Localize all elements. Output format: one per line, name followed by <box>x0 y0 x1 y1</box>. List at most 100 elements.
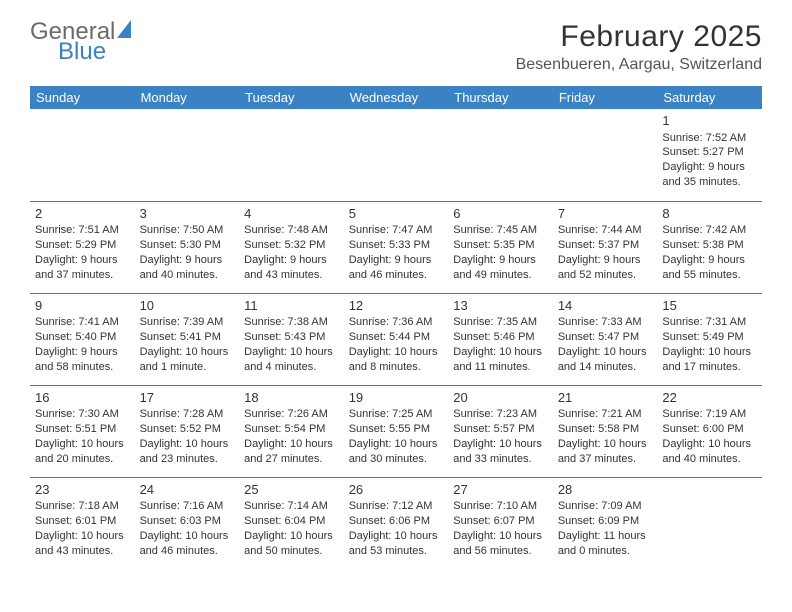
sunset-text: Sunset: 5:38 PM <box>662 238 757 253</box>
sunrise-text: Sunrise: 7:44 AM <box>558 223 653 238</box>
calendar-day-cell: 5Sunrise: 7:47 AMSunset: 5:33 PMDaylight… <box>344 201 449 293</box>
daylight-text-1: Daylight: 9 hours <box>349 253 444 268</box>
sunrise-text: Sunrise: 7:52 AM <box>662 131 757 146</box>
daylight-text-1: Daylight: 10 hours <box>349 345 444 360</box>
calendar-day-cell: 20Sunrise: 7:23 AMSunset: 5:57 PMDayligh… <box>448 385 553 477</box>
day-number: 9 <box>35 297 130 315</box>
logo: General Blue <box>30 20 131 64</box>
sunset-text: Sunset: 5:55 PM <box>349 422 444 437</box>
calendar-table: Sunday Monday Tuesday Wednesday Thursday… <box>30 86 762 569</box>
daylight-text-2: and 30 minutes. <box>349 452 444 467</box>
daylight-text-2: and 17 minutes. <box>662 360 757 375</box>
daylight-text-1: Daylight: 9 hours <box>35 345 130 360</box>
day-header: Wednesday <box>344 86 449 109</box>
calendar-day-cell: 16Sunrise: 7:30 AMSunset: 5:51 PMDayligh… <box>30 385 135 477</box>
day-header-row: Sunday Monday Tuesday Wednesday Thursday… <box>30 86 762 109</box>
day-number: 7 <box>558 205 653 223</box>
sunset-text: Sunset: 6:03 PM <box>140 514 235 529</box>
sunrise-text: Sunrise: 7:18 AM <box>35 499 130 514</box>
calendar-day-cell: 2Sunrise: 7:51 AMSunset: 5:29 PMDaylight… <box>30 201 135 293</box>
day-number: 24 <box>140 481 235 499</box>
sunrise-text: Sunrise: 7:45 AM <box>453 223 548 238</box>
day-header: Friday <box>553 86 658 109</box>
sunset-text: Sunset: 5:35 PM <box>453 238 548 253</box>
daylight-text-1: Daylight: 9 hours <box>35 253 130 268</box>
day-header: Tuesday <box>239 86 344 109</box>
day-number: 17 <box>140 389 235 407</box>
sunset-text: Sunset: 5:37 PM <box>558 238 653 253</box>
logo-blue: Blue <box>58 40 131 64</box>
sunset-text: Sunset: 6:09 PM <box>558 514 653 529</box>
calendar-week-row: 16Sunrise: 7:30 AMSunset: 5:51 PMDayligh… <box>30 385 762 477</box>
sunrise-text: Sunrise: 7:19 AM <box>662 407 757 422</box>
sunrise-text: Sunrise: 7:14 AM <box>244 499 339 514</box>
sunset-text: Sunset: 5:44 PM <box>349 330 444 345</box>
daylight-text-1: Daylight: 9 hours <box>662 160 757 175</box>
daylight-text-1: Daylight: 9 hours <box>662 253 757 268</box>
calendar-day-cell: 19Sunrise: 7:25 AMSunset: 5:55 PMDayligh… <box>344 385 449 477</box>
daylight-text-2: and 14 minutes. <box>558 360 653 375</box>
calendar-day-cell: 22Sunrise: 7:19 AMSunset: 6:00 PMDayligh… <box>657 385 762 477</box>
daylight-text-2: and 43 minutes. <box>35 544 130 559</box>
sunrise-text: Sunrise: 7:33 AM <box>558 315 653 330</box>
daylight-text-2: and 4 minutes. <box>244 360 339 375</box>
calendar-day-cell: 24Sunrise: 7:16 AMSunset: 6:03 PMDayligh… <box>135 477 240 569</box>
day-number: 20 <box>453 389 548 407</box>
daylight-text-2: and 0 minutes. <box>558 544 653 559</box>
daylight-text-1: Daylight: 9 hours <box>244 253 339 268</box>
sunset-text: Sunset: 5:58 PM <box>558 422 653 437</box>
sunrise-text: Sunrise: 7:30 AM <box>35 407 130 422</box>
daylight-text-2: and 52 minutes. <box>558 268 653 283</box>
calendar-day-cell <box>30 109 135 201</box>
calendar-day-cell: 12Sunrise: 7:36 AMSunset: 5:44 PMDayligh… <box>344 293 449 385</box>
daylight-text-1: Daylight: 10 hours <box>349 529 444 544</box>
daylight-text-2: and 46 minutes. <box>349 268 444 283</box>
sunrise-text: Sunrise: 7:38 AM <box>244 315 339 330</box>
daylight-text-2: and 1 minute. <box>140 360 235 375</box>
calendar-day-cell: 8Sunrise: 7:42 AMSunset: 5:38 PMDaylight… <box>657 201 762 293</box>
calendar-day-cell: 15Sunrise: 7:31 AMSunset: 5:49 PMDayligh… <box>657 293 762 385</box>
day-number: 12 <box>349 297 444 315</box>
day-number: 11 <box>244 297 339 315</box>
day-number: 27 <box>453 481 548 499</box>
sunset-text: Sunset: 5:46 PM <box>453 330 548 345</box>
calendar-day-cell: 18Sunrise: 7:26 AMSunset: 5:54 PMDayligh… <box>239 385 344 477</box>
calendar-day-cell: 9Sunrise: 7:41 AMSunset: 5:40 PMDaylight… <box>30 293 135 385</box>
daylight-text-1: Daylight: 10 hours <box>453 529 548 544</box>
daylight-text-2: and 53 minutes. <box>349 544 444 559</box>
sunset-text: Sunset: 5:32 PM <box>244 238 339 253</box>
day-number: 13 <box>453 297 548 315</box>
day-header: Saturday <box>657 86 762 109</box>
sunset-text: Sunset: 5:43 PM <box>244 330 339 345</box>
sunrise-text: Sunrise: 7:36 AM <box>349 315 444 330</box>
day-number: 23 <box>35 481 130 499</box>
calendar-day-cell: 7Sunrise: 7:44 AMSunset: 5:37 PMDaylight… <box>553 201 658 293</box>
day-number: 18 <box>244 389 339 407</box>
daylight-text-1: Daylight: 9 hours <box>140 253 235 268</box>
calendar-day-cell: 23Sunrise: 7:18 AMSunset: 6:01 PMDayligh… <box>30 477 135 569</box>
sunrise-text: Sunrise: 7:47 AM <box>349 223 444 238</box>
calendar-week-row: 9Sunrise: 7:41 AMSunset: 5:40 PMDaylight… <box>30 293 762 385</box>
sunset-text: Sunset: 6:04 PM <box>244 514 339 529</box>
sunset-text: Sunset: 5:47 PM <box>558 330 653 345</box>
sunset-text: Sunset: 5:52 PM <box>140 422 235 437</box>
calendar-day-cell <box>553 109 658 201</box>
sunrise-text: Sunrise: 7:28 AM <box>140 407 235 422</box>
sunrise-text: Sunrise: 7:23 AM <box>453 407 548 422</box>
day-number: 14 <box>558 297 653 315</box>
daylight-text-1: Daylight: 11 hours <box>558 529 653 544</box>
daylight-text-2: and 56 minutes. <box>453 544 548 559</box>
daylight-text-1: Daylight: 10 hours <box>453 437 548 452</box>
daylight-text-1: Daylight: 10 hours <box>349 437 444 452</box>
daylight-text-2: and 37 minutes. <box>558 452 653 467</box>
daylight-text-1: Daylight: 10 hours <box>558 437 653 452</box>
calendar-day-cell: 3Sunrise: 7:50 AMSunset: 5:30 PMDaylight… <box>135 201 240 293</box>
daylight-text-1: Daylight: 10 hours <box>35 529 130 544</box>
daylight-text-1: Daylight: 10 hours <box>244 529 339 544</box>
daylight-text-1: Daylight: 10 hours <box>35 437 130 452</box>
calendar-day-cell <box>657 477 762 569</box>
sunrise-text: Sunrise: 7:16 AM <box>140 499 235 514</box>
calendar-day-cell: 25Sunrise: 7:14 AMSunset: 6:04 PMDayligh… <box>239 477 344 569</box>
day-number: 15 <box>662 297 757 315</box>
daylight-text-1: Daylight: 9 hours <box>453 253 548 268</box>
